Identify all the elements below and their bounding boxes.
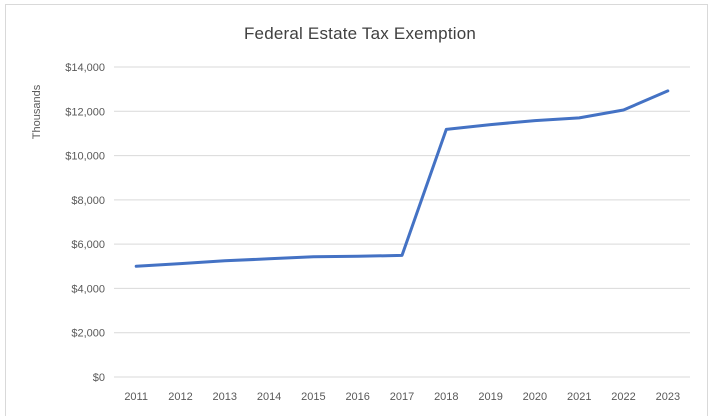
x-tick-label: 2015 [301,391,325,403]
y-tick-label: $14,000 [65,62,105,74]
y-tick-label: $12,000 [65,106,105,118]
x-tick-label: 2014 [257,391,281,403]
y-tick-label: $10,000 [65,151,105,163]
y-tick-label: $6,000 [71,239,105,251]
x-tick-label: 2012 [168,391,192,403]
x-tick-label: 2013 [213,391,237,403]
x-tick-label: 2020 [523,391,547,403]
series-line [134,89,670,268]
x-tick-label: 2011 [124,391,148,403]
chart-frame [5,4,708,416]
x-tick-label: 2016 [345,391,369,403]
x-tick-label: 2022 [611,391,635,403]
chart-title: Federal Estate Tax Exemption [243,24,477,43]
y-tick-label: $4,000 [71,283,105,295]
x-tick-label: 2023 [656,391,680,403]
x-tick-label: 2018 [434,391,458,403]
x-tick-label: 2017 [390,391,414,403]
x-tick-label: 2021 [567,391,591,403]
y-tick-label: $2,000 [71,328,105,340]
y-tick-label: $0 [93,372,105,384]
x-tick-label: 2019 [478,391,502,403]
y-tick-label: $8,000 [71,195,105,207]
